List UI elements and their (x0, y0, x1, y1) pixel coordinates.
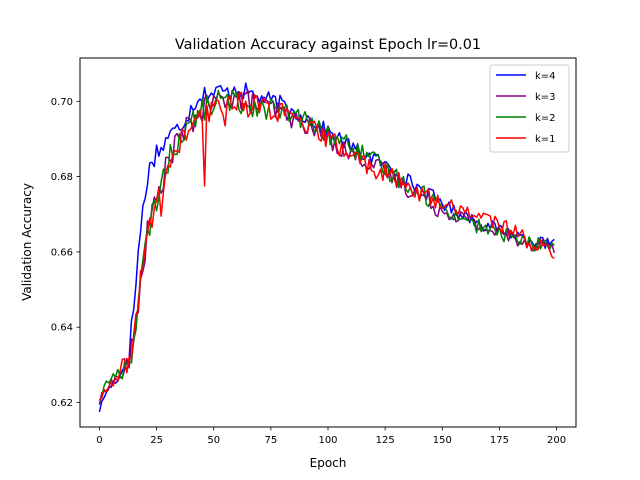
x-tick-label: 50 (207, 435, 220, 446)
x-tick-label: 75 (264, 435, 277, 446)
x-axis-ticks: 0 25 50 75 100 125 150 175 200 (96, 427, 566, 446)
y-axis-ticks: 0.62 0.64 0.66 0.68 0.70 (51, 97, 80, 409)
x-tick-label: 0 (96, 435, 102, 446)
chart-title: Validation Accuracy against Epoch lr=0.0… (175, 37, 481, 53)
y-tick-label: 0.66 (51, 247, 73, 258)
legend-label: k=1 (535, 134, 556, 145)
y-axis-label: Validation Accuracy (20, 183, 34, 301)
y-tick-label: 0.70 (51, 97, 73, 108)
legend-box (489, 64, 570, 153)
x-tick-label: 200 (547, 435, 566, 446)
legend: k=4 k=3 k=2 k=1 (489, 64, 570, 153)
legend-label: k=2 (535, 113, 556, 124)
y-tick-label: 0.64 (51, 323, 73, 334)
series-line-k1 (98, 91, 555, 401)
x-tick-label: 25 (150, 435, 163, 446)
legend-label: k=3 (535, 92, 556, 103)
x-tick-label: 125 (376, 435, 395, 446)
x-tick-label: 175 (490, 435, 509, 446)
x-axis-label: Epoch (310, 456, 347, 470)
legend-label: k=4 (535, 71, 556, 82)
y-tick-label: 0.68 (51, 172, 73, 183)
series-line-k2 (98, 89, 555, 401)
x-tick-label: 150 (433, 435, 452, 446)
series-layer (98, 82, 556, 413)
x-tick-label: 100 (318, 435, 337, 446)
y-tick-label: 0.62 (51, 398, 73, 409)
